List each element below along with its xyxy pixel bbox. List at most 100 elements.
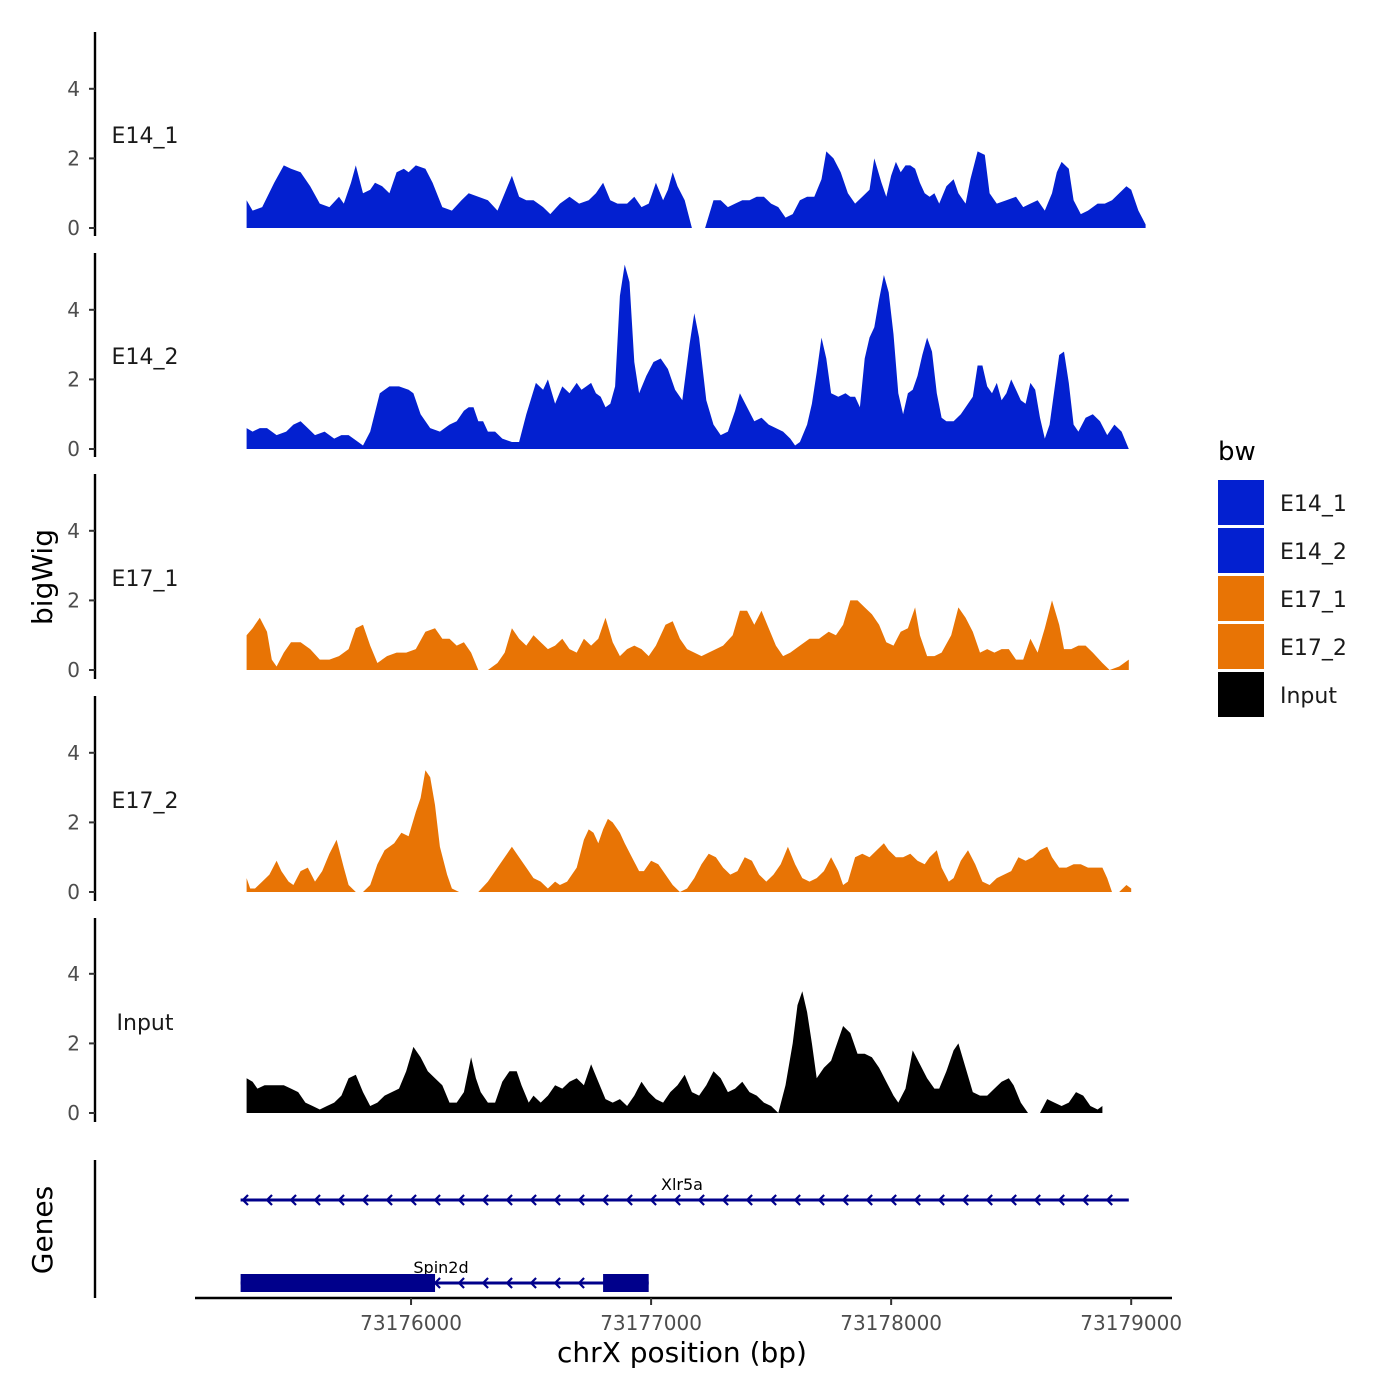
track-e17-1: 0 2 4 (67, 474, 1129, 682)
y-tick-label: 4 (67, 741, 80, 765)
strand-arrow (1009, 1194, 1017, 1206)
y-tick-label: 4 (67, 298, 80, 322)
legend-key-e17-2 (1218, 624, 1264, 669)
legend-label-e17-1: E17_1 (1280, 588, 1347, 613)
coverage-area-input (246, 991, 1103, 1113)
legend-title: bw (1218, 437, 1256, 467)
strand-arrow (865, 1194, 873, 1206)
strand-arrow (697, 1194, 705, 1206)
strand-arrow (985, 1194, 993, 1206)
strand-arrow (265, 1194, 273, 1206)
x-axis-ticks: 73176000 73177000 73178000 73179000 (360, 1298, 1182, 1335)
strand-arrow (721, 1194, 729, 1206)
strand-arrow (505, 1277, 513, 1289)
legend-label-input: Input (1280, 684, 1337, 709)
genes-axis-title: Genes (26, 1186, 59, 1274)
coverage-area-e14-1 (246, 151, 1146, 228)
track-input: 0 2 4 (67, 918, 1103, 1125)
exon-block (603, 1274, 649, 1292)
strand-arrow (457, 1277, 465, 1289)
strand-arrow (361, 1194, 369, 1206)
strand-arrow (769, 1194, 777, 1206)
legend-key-e17-1 (1218, 576, 1264, 621)
coverage-tracks: 0 2 4 0 2 4 0 2 4 0 2 4 0 2 4 (67, 32, 1146, 1298)
strand-arrow (793, 1194, 801, 1206)
track-e14-2: 0 2 4 (67, 253, 1129, 461)
strand-arrow (1033, 1194, 1041, 1206)
strand-arrow (937, 1194, 945, 1206)
coverage-area-e14-2 (246, 264, 1129, 449)
strand-arrow (1105, 1194, 1113, 1206)
strand-arrow (457, 1194, 465, 1206)
y-axis-title: bigWig (26, 529, 59, 625)
legend: bw E14_1 E14_2 E17_1 E17_2 Input (1218, 437, 1347, 717)
strand-arrow (577, 1194, 585, 1206)
strand-arrow (313, 1194, 321, 1206)
strand-arrow (913, 1194, 921, 1206)
y-tick-label: 0 (67, 216, 80, 240)
y-tick-label: 4 (67, 77, 80, 101)
strand-arrow (433, 1194, 441, 1206)
gene-label-xlr5a: Xlr5a (661, 1175, 703, 1194)
y-tick-label: 0 (67, 437, 80, 461)
legend-key-input (1218, 672, 1264, 717)
strand-arrow (649, 1194, 657, 1206)
track-label-e14-1: E14_1 (112, 124, 179, 149)
strand-arrow (1057, 1194, 1065, 1206)
strand-arrow (817, 1194, 825, 1206)
strand-arrow (529, 1277, 537, 1289)
legend-label-e17-2: E17_2 (1280, 636, 1347, 661)
y-tick-label: 0 (67, 1101, 80, 1125)
y-tick-label: 2 (67, 588, 80, 612)
strand-arrow (553, 1194, 561, 1206)
y-tick-label: 0 (67, 880, 80, 904)
coverage-area-e17-1 (246, 600, 1129, 670)
y-tick-label: 2 (67, 1031, 80, 1055)
y-tick-label: 2 (67, 810, 80, 834)
strand-arrow (625, 1194, 633, 1206)
strand-arrow (337, 1194, 345, 1206)
track-label-input: Input (117, 1011, 174, 1036)
y-tick-label: 4 (67, 519, 80, 543)
track-e17-2: 0 2 4 (67, 696, 1132, 904)
x-tick-label: 73178000 (840, 1311, 942, 1335)
legend-key-e14-2 (1218, 528, 1264, 573)
strand-arrow (841, 1194, 849, 1206)
track-e14-1: 0 2 4 (67, 32, 1146, 240)
strand-arrow (745, 1194, 753, 1206)
strand-arrow (577, 1277, 585, 1289)
gene-label-spin2d: Spin2d (413, 1258, 468, 1277)
legend-label-e14-1: E14_1 (1280, 492, 1347, 517)
strand-arrow (553, 1277, 561, 1289)
strand-arrow (241, 1194, 249, 1206)
strand-arrow (529, 1194, 537, 1206)
x-tick-label: 73177000 (600, 1311, 702, 1335)
y-tick-label: 0 (67, 658, 80, 682)
legend-label-e14-2: E14_2 (1280, 540, 1347, 565)
x-tick-label: 73179000 (1080, 1311, 1182, 1335)
exon-block (240, 1274, 436, 1292)
y-tick-label: 4 (67, 962, 80, 986)
legend-key-e14-1 (1218, 480, 1264, 525)
track-label-e14-2: E14_2 (112, 345, 179, 370)
track-label-e17-2: E17_2 (112, 789, 179, 814)
x-axis-title: chrX position (bp) (557, 1336, 807, 1369)
strand-arrow (385, 1194, 393, 1206)
y-tick-label: 2 (67, 146, 80, 170)
coverage-area-e17-2 (246, 770, 1132, 892)
track-label-e17-1: E17_1 (112, 567, 179, 592)
x-tick-label: 73176000 (360, 1311, 462, 1335)
y-tick-label: 2 (67, 367, 80, 391)
strand-arrow (505, 1194, 513, 1206)
strand-arrow (289, 1194, 297, 1206)
strand-arrow (601, 1194, 609, 1206)
strand-arrow (889, 1194, 897, 1206)
strand-arrow (481, 1194, 489, 1206)
strand-arrow (481, 1277, 489, 1289)
strand-arrow (1081, 1194, 1089, 1206)
strand-arrow (961, 1194, 969, 1206)
gene-track: Xlr5a Spin2d (240, 1175, 1129, 1292)
strand-arrow (409, 1194, 417, 1206)
strand-arrow (673, 1194, 681, 1206)
